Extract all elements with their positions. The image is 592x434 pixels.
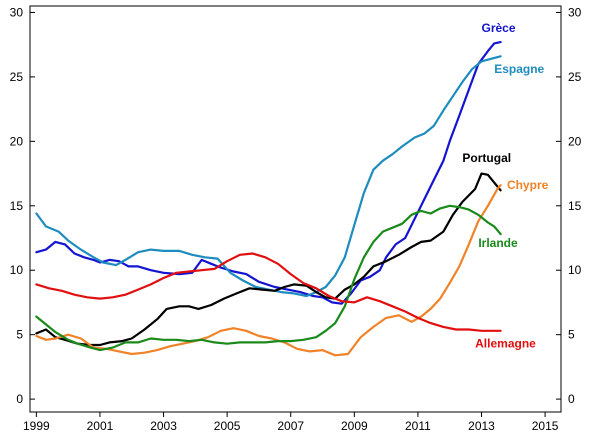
y-axis-left: 0 5 10 15 20 25 30: [10, 5, 35, 406]
y-tick-label-right: 30: [568, 5, 582, 19]
y-tick-label-right: 25: [568, 70, 582, 84]
x-tick-label: 2011: [405, 419, 431, 433]
y-tick-label-right: 10: [568, 263, 582, 277]
series-label-irlande: Irlande: [478, 236, 518, 250]
series-lines: [35, 41, 502, 357]
y-tick-label-left: 10: [10, 263, 24, 277]
series-label-espagne: Espagne: [494, 62, 544, 76]
x-tick-label: 2001: [87, 419, 114, 433]
y-tick-label-right: 5: [568, 328, 575, 342]
series-label-grece: Grèce: [482, 21, 516, 35]
x-tick-label: 2003: [150, 419, 177, 433]
series-line-grece: [35, 41, 502, 305]
x-tick-label: 2005: [214, 419, 241, 433]
y-tick-label-left: 15: [10, 199, 24, 213]
series-label-allemagne: Allemagne: [475, 337, 536, 351]
x-tick-label: 2009: [341, 419, 368, 433]
y-tick-label-left: 30: [10, 5, 24, 19]
y-tick-label-left: 5: [16, 328, 23, 342]
y-tick-label-left: 25: [10, 70, 24, 84]
y-axis-right: 0 5 10 15 20 25 30: [556, 5, 582, 406]
y-tick-label-right: 20: [568, 134, 582, 148]
plot-frame: [29, 5, 562, 413]
series-label-portugal: Portugal: [462, 151, 511, 165]
series-line-portugal: [35, 172, 502, 347]
series-line-irlande: [35, 204, 502, 352]
series-line-allemagne: [35, 252, 502, 332]
x-tick-label: 1999: [23, 419, 50, 433]
series-labels: Grèce Espagne Portugal Chypre Irlande Allemag…: [462, 21, 548, 351]
y-tick-label-left: 0: [16, 392, 23, 406]
x-tick-label: 2013: [468, 419, 495, 433]
x-tick-label: 2015: [532, 419, 559, 433]
x-tick-label: 2007: [277, 419, 304, 433]
y-tick-label-right: 0: [568, 392, 575, 406]
series-line-espagne: [35, 55, 502, 298]
x-axis: 1999 2001 2003 2005 2007 2009 2011 2013 2015: [23, 412, 559, 433]
series-label-chypre: Chypre: [507, 178, 549, 192]
y-tick-label-left: 20: [10, 134, 24, 148]
series-line-chypre: [35, 184, 502, 357]
y-tick-label-right: 15: [568, 199, 582, 213]
